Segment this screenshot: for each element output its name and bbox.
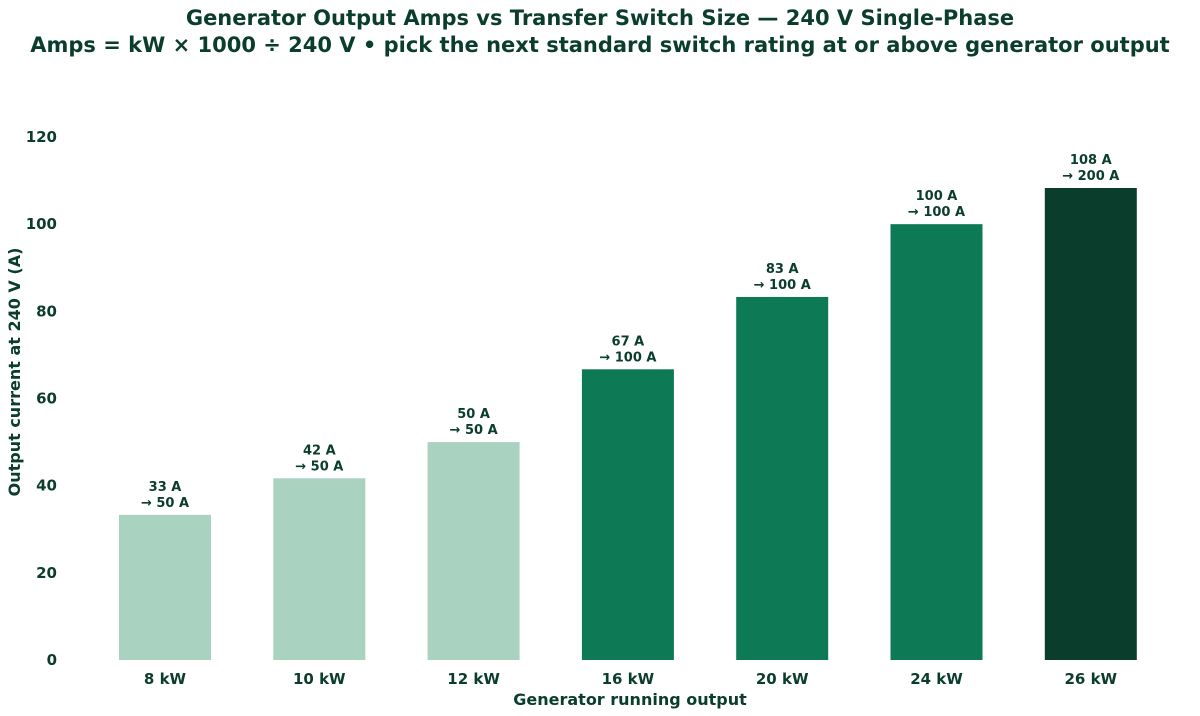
y-tick-label: 120 <box>26 128 57 146</box>
bar-value-label: 42 A <box>303 443 336 458</box>
bar-switch-label: → 100 A <box>908 205 965 220</box>
bar <box>736 296 829 660</box>
bar <box>427 442 520 660</box>
y-tick-label: 20 <box>36 564 57 582</box>
bars: 33 A→ 50 A42 A→ 50 A50 A→ 50 A67 A→ 100 … <box>119 153 1137 660</box>
y-axis-label: Output current at 240 V (A) <box>5 248 24 497</box>
y-tick-label: 0 <box>47 651 57 669</box>
bar-switch-label: → 100 A <box>754 278 811 293</box>
x-tick-label: 26 kW <box>1064 670 1117 688</box>
y-tick-label: 80 <box>36 302 57 320</box>
chart-title: Generator Output Amps vs Transfer Switch… <box>185 6 1015 30</box>
x-tick-label: 24 kW <box>910 670 963 688</box>
bar <box>273 478 366 660</box>
y-tick-label: 40 <box>36 477 57 495</box>
bar-switch-label: → 50 A <box>450 423 498 438</box>
x-tick-label: 10 kW <box>293 670 346 688</box>
y-tick-label: 100 <box>26 215 57 233</box>
x-axis-ticks: 8 kW 10 kW 12 kW 16 kW 20 kW 24 kW 26 kW <box>144 670 1118 688</box>
bar-switch-label: → 50 A <box>141 496 189 511</box>
bar-value-label: 100 A <box>916 189 958 204</box>
bar-switch-label: → 50 A <box>295 459 343 474</box>
bar <box>890 224 983 660</box>
x-tick-label: 16 kW <box>602 670 655 688</box>
chart-subtitle: Amps = kW × 1000 ÷ 240 V • pick the next… <box>30 33 1170 57</box>
bar <box>1044 187 1137 660</box>
bar-value-label: 83 A <box>766 262 799 277</box>
bar-switch-label: → 100 A <box>599 350 656 365</box>
bar <box>119 514 211 660</box>
x-tick-label: 12 kW <box>447 670 500 688</box>
x-tick-label: 8 kW <box>144 670 187 688</box>
bar <box>581 369 674 660</box>
y-tick-label: 60 <box>36 390 57 408</box>
bar-value-label: 50 A <box>457 407 490 422</box>
bar-value-label: 33 A <box>149 480 182 495</box>
x-tick-label: 20 kW <box>756 670 809 688</box>
bar-switch-label: → 200 A <box>1062 169 1119 184</box>
y-axis-ticks: 0 20 40 60 80 100 120 <box>26 128 57 669</box>
bar-value-label: 108 A <box>1070 153 1112 168</box>
bar-value-label: 67 A <box>612 334 645 349</box>
x-axis-label: Generator running output <box>513 690 747 709</box>
